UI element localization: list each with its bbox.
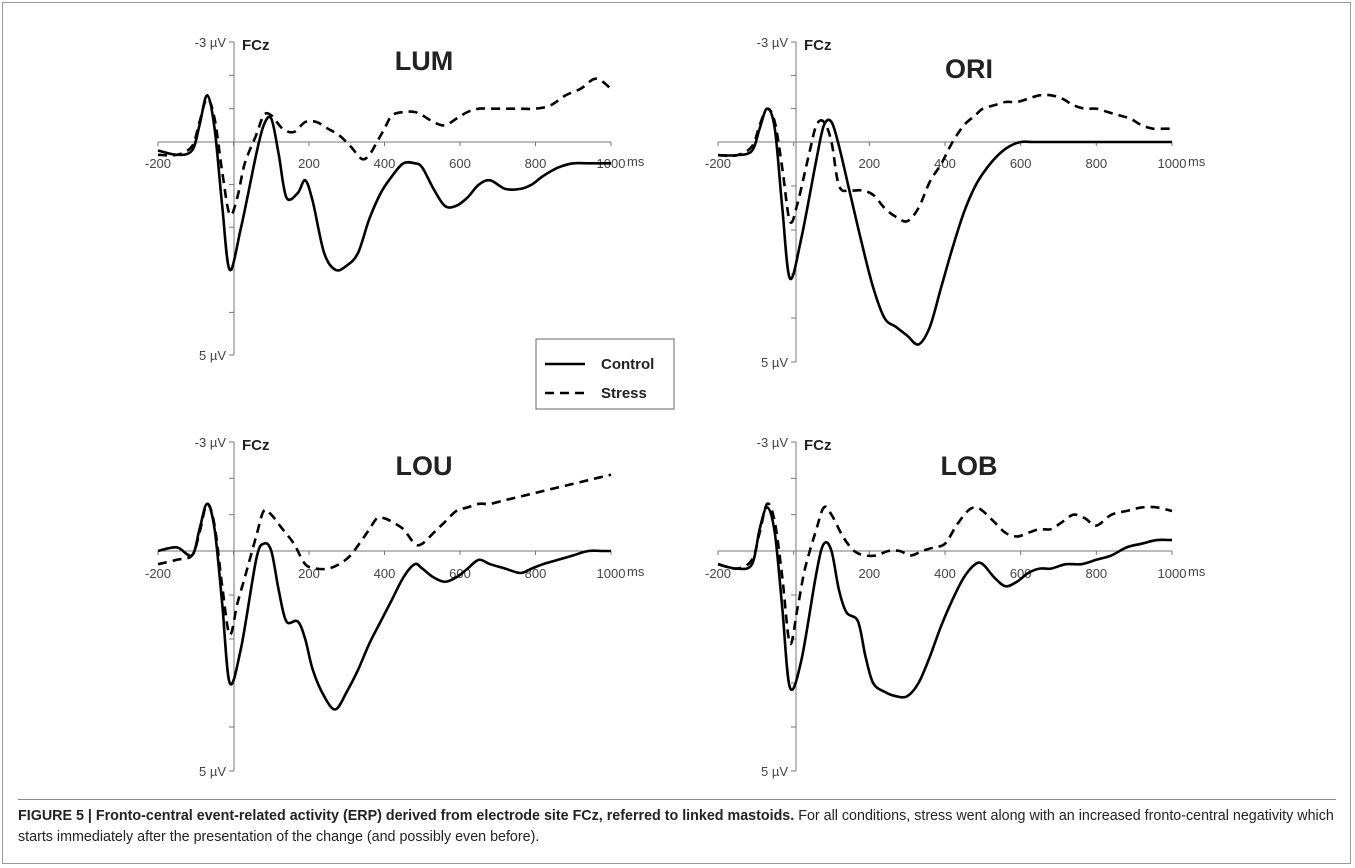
- site-label: FCz: [242, 37, 270, 54]
- panel-title: LOB: [941, 451, 998, 481]
- series-control-line: [157, 502, 611, 711]
- legend: Control Stress: [535, 338, 675, 410]
- panel-title: LOU: [396, 451, 453, 481]
- series-control-line: [717, 107, 1172, 346]
- legend-control-label: Control: [601, 356, 654, 373]
- y-top-label: -3 µV: [195, 35, 227, 50]
- x-unit-label: ms: [1188, 564, 1206, 579]
- y-bottom-label: 5 µV: [199, 764, 226, 779]
- panel-ori: -3 µV 5 µV FCz ORI -200 200 400 600 800 1000 ms: [705, 35, 1206, 370]
- series-stress-line: [157, 473, 612, 636]
- x-tick-label: -200: [705, 566, 731, 581]
- y-top-label: -3 µV: [757, 435, 789, 450]
- y-top-label: -3 µV: [757, 35, 789, 50]
- legend-stress-label: Stress: [601, 385, 647, 402]
- series-control-line: [717, 506, 1173, 699]
- caption-text: For all conditions, stress went along wi…: [18, 808, 1334, 845]
- x-unit-label: ms: [1188, 154, 1206, 169]
- x-unit-label: ms: [627, 154, 645, 169]
- site-label: FCz: [242, 437, 270, 454]
- x-tick-label: 400: [934, 566, 956, 581]
- x-tick-label: 200: [298, 566, 320, 581]
- x-tick-label: 400: [934, 156, 956, 171]
- x-tick-label: 1000: [1158, 566, 1187, 581]
- x-tick-label: -200: [705, 156, 731, 171]
- x-tick-label: 800: [1085, 156, 1107, 171]
- x-tick-label: 600: [1010, 156, 1032, 171]
- x-tick-label: 200: [298, 156, 320, 171]
- x-tick-label: 400: [374, 156, 396, 171]
- x-tick-label: 200: [858, 566, 880, 581]
- figure-caption: FIGURE 5 | Fronto-central event-related …: [18, 806, 1338, 848]
- x-tick-label: -200: [145, 566, 171, 581]
- site-label: FCz: [804, 37, 832, 54]
- series-stress-line: [157, 77, 612, 217]
- panel-lob: -3 µV 5 µV FCz LOB -200 200 400 600 800 1000 ms: [705, 435, 1206, 779]
- x-unit-label: ms: [627, 564, 645, 579]
- series-stress-line: [717, 502, 1173, 646]
- x-tick-label: 200: [858, 156, 880, 171]
- y-bottom-label: 5 µV: [199, 348, 226, 363]
- x-tick-label: 1000: [597, 566, 626, 581]
- series-stress-line: [717, 93, 1172, 224]
- x-tick-label: 800: [525, 156, 547, 171]
- x-tick-label: 800: [1085, 566, 1107, 581]
- legend-box: [535, 338, 675, 410]
- panel-title: ORI: [945, 54, 993, 84]
- caption-bold: FIGURE 5 | Fronto-central event-related …: [18, 808, 795, 824]
- x-tick-label: -200: [145, 156, 171, 171]
- x-tick-label: 600: [1010, 566, 1032, 581]
- panel-title: LUM: [395, 46, 453, 76]
- x-tick-label: 1000: [1158, 156, 1187, 171]
- y-top-label: -3 µV: [195, 435, 227, 450]
- y-bottom-label: 5 µV: [761, 764, 788, 779]
- site-label: FCz: [804, 437, 832, 454]
- series-control-line: [157, 93, 611, 272]
- y-bottom-label: 5 µV: [761, 355, 788, 370]
- x-tick-label: 600: [449, 156, 471, 171]
- caption-divider: [18, 799, 1336, 800]
- x-tick-label: 400: [374, 566, 396, 581]
